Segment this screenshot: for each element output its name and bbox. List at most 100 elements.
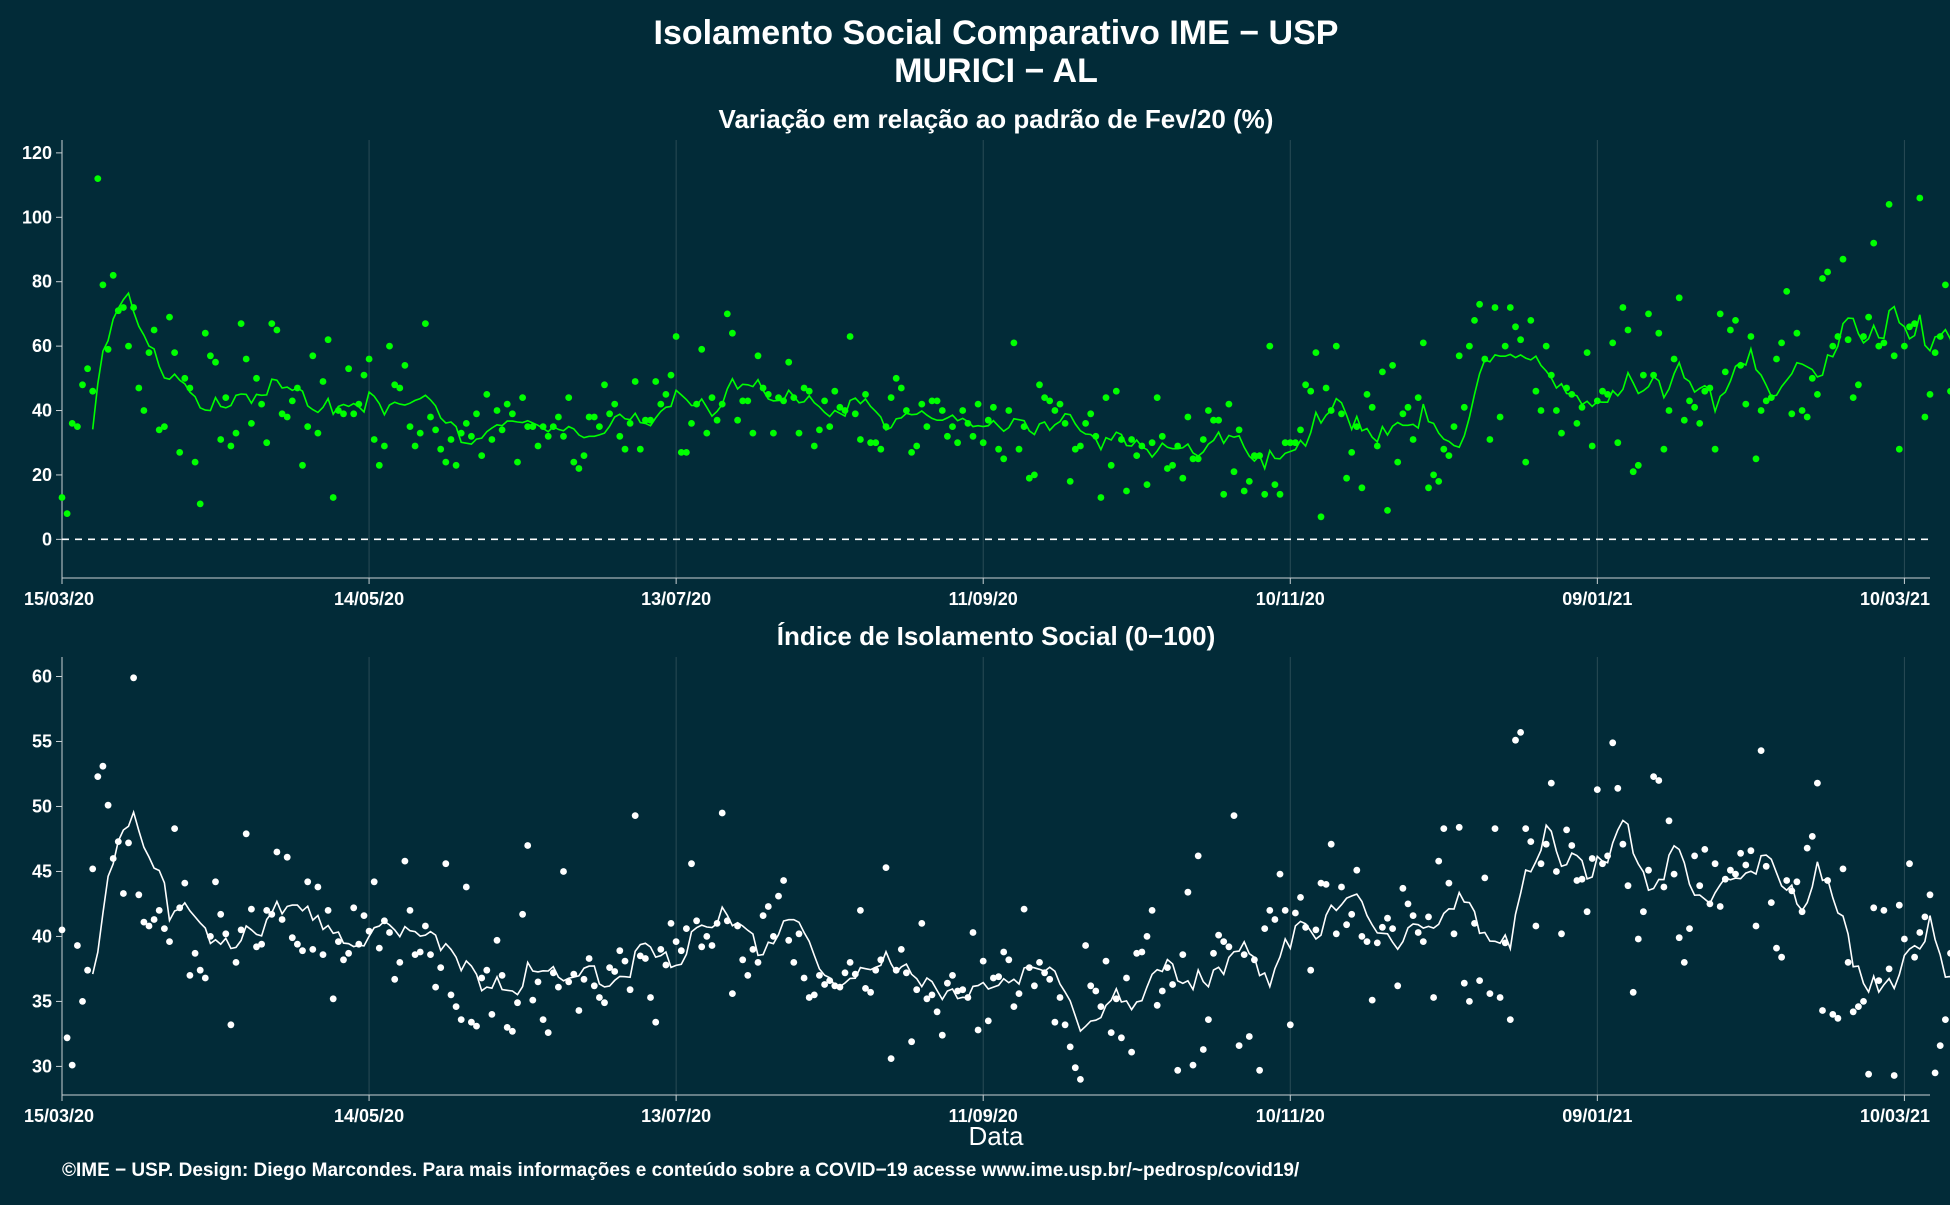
data-point [1895, 901, 1903, 909]
data-point [1210, 949, 1217, 957]
data-point [1496, 413, 1504, 421]
data-point [1619, 304, 1627, 311]
chart-subtitle: MURICI − AL [894, 52, 1098, 90]
y-tick-label: 120 [22, 143, 52, 163]
data-point [918, 400, 926, 408]
data-point [1368, 403, 1376, 411]
data-point [1645, 310, 1652, 318]
data-point [1855, 381, 1862, 389]
data-point [227, 442, 235, 450]
data-point [1174, 442, 1182, 450]
data-point [846, 333, 854, 340]
data-point [1701, 846, 1709, 853]
data-point [483, 391, 491, 398]
data-point [232, 429, 240, 437]
data-point [667, 371, 675, 379]
data-point [872, 439, 880, 447]
data-point [1911, 953, 1918, 961]
data-point [959, 986, 967, 994]
data-point [1778, 953, 1785, 961]
data-point [74, 423, 81, 430]
data-point [104, 345, 112, 353]
data-point [636, 952, 644, 960]
data-point [539, 423, 547, 430]
data-point [749, 946, 757, 953]
data-point [1921, 913, 1929, 921]
data-point [601, 999, 608, 1007]
data-point [1245, 478, 1253, 485]
data-point [1430, 994, 1437, 1001]
data-point [1419, 339, 1427, 347]
data-point [1624, 326, 1632, 334]
data-point [253, 943, 260, 951]
data-point [1414, 929, 1422, 936]
y-tick-label: 100 [22, 207, 52, 227]
data-point [268, 320, 276, 327]
data-point [882, 423, 890, 430]
data-point [795, 429, 803, 437]
data-point [1128, 1048, 1135, 1056]
data-point [1624, 882, 1632, 890]
footer-credit: ©IME − USP. Design: Diego Marcondes. Par… [62, 1160, 1300, 1181]
data-point [1399, 884, 1407, 892]
data-point [1819, 275, 1826, 282]
data-point [1609, 739, 1617, 747]
data-point [1737, 362, 1744, 369]
data-point [1640, 908, 1647, 916]
data-point [145, 349, 153, 356]
data-point [186, 384, 194, 392]
data-point [1563, 826, 1570, 834]
data-point [1547, 371, 1555, 379]
data-point [1220, 490, 1228, 498]
data-point [503, 1024, 511, 1031]
data-point [155, 907, 163, 914]
data-point [1327, 840, 1335, 848]
data-point [1092, 432, 1100, 440]
data-point [1537, 860, 1545, 868]
data-point [621, 445, 629, 453]
data-point [166, 313, 173, 321]
data-point [1578, 875, 1586, 883]
data-point [1430, 471, 1437, 479]
data-point [565, 394, 573, 401]
data-point [1824, 268, 1831, 276]
data-point [1824, 877, 1831, 884]
data-point [1542, 840, 1550, 848]
data-point [427, 413, 434, 421]
data-point [1558, 429, 1565, 437]
data-point [1220, 938, 1228, 945]
data-point [63, 510, 71, 517]
data-point [1865, 313, 1872, 321]
data-point [1138, 442, 1146, 450]
data-point [258, 940, 265, 948]
data-point [611, 968, 619, 975]
data-point [212, 878, 219, 886]
data-point [1686, 397, 1693, 405]
data-point [544, 432, 552, 440]
data-point [524, 423, 532, 430]
data-point [990, 403, 997, 411]
data-point [698, 943, 706, 951]
data-point [923, 423, 931, 430]
data-point [1614, 784, 1622, 792]
data-point [1655, 777, 1663, 784]
data-point [1245, 1033, 1253, 1040]
data-point [1184, 413, 1192, 421]
data-point [1542, 342, 1550, 350]
data-point [616, 947, 624, 955]
data-point [749, 429, 757, 437]
data-point [1174, 1066, 1182, 1074]
data-point [877, 956, 885, 964]
data-point [171, 349, 179, 356]
data-point [191, 458, 199, 466]
data-point [1455, 823, 1463, 831]
data-point [534, 978, 542, 986]
data-point [478, 452, 486, 459]
data-point [1476, 977, 1483, 984]
data-point [580, 452, 588, 459]
data-point [1363, 938, 1371, 945]
data-point [457, 1016, 465, 1023]
data-point [1819, 1007, 1826, 1014]
data-point [1215, 416, 1222, 424]
